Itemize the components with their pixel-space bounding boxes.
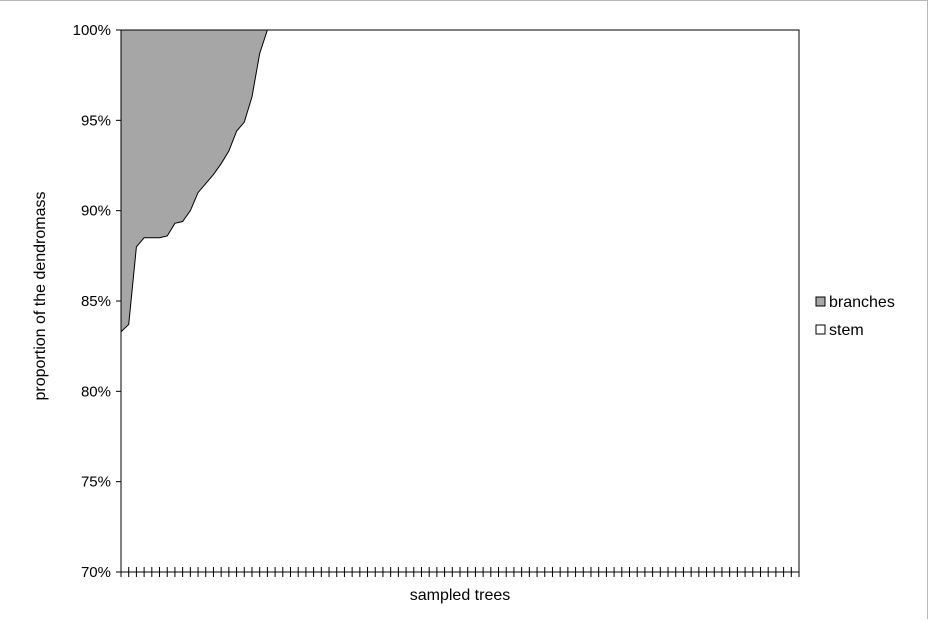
series-areas [120,29,799,572]
legend-label-stem: stem [829,322,864,339]
legend-swatch-branches [815,296,826,307]
y-tick-label: 70% [81,564,111,581]
legend-item-stem: stem [815,322,864,339]
y-tick-label: 85% [81,293,111,310]
area-branches [121,30,799,332]
x-axis-title: sampled trees [410,587,511,604]
y-tick-label: 90% [81,203,111,220]
legend-swatch-stem [815,324,826,335]
y-tick-label: 80% [81,383,111,400]
y-tick-label: 100% [73,22,111,39]
y-axis: 70% 75% 80% 85% 90% 95% 100% [73,22,121,581]
legend: branches stem [815,294,895,339]
y-tick-label: 75% [81,474,111,491]
legend-item-branches: branches [815,294,895,311]
legend-label-branches: branches [829,294,895,311]
y-axis-title: proportion of the dendromass [32,191,49,400]
y-tick-label: 95% [81,112,111,129]
x-axis-ticks [120,567,800,577]
area-stem [121,30,799,572]
